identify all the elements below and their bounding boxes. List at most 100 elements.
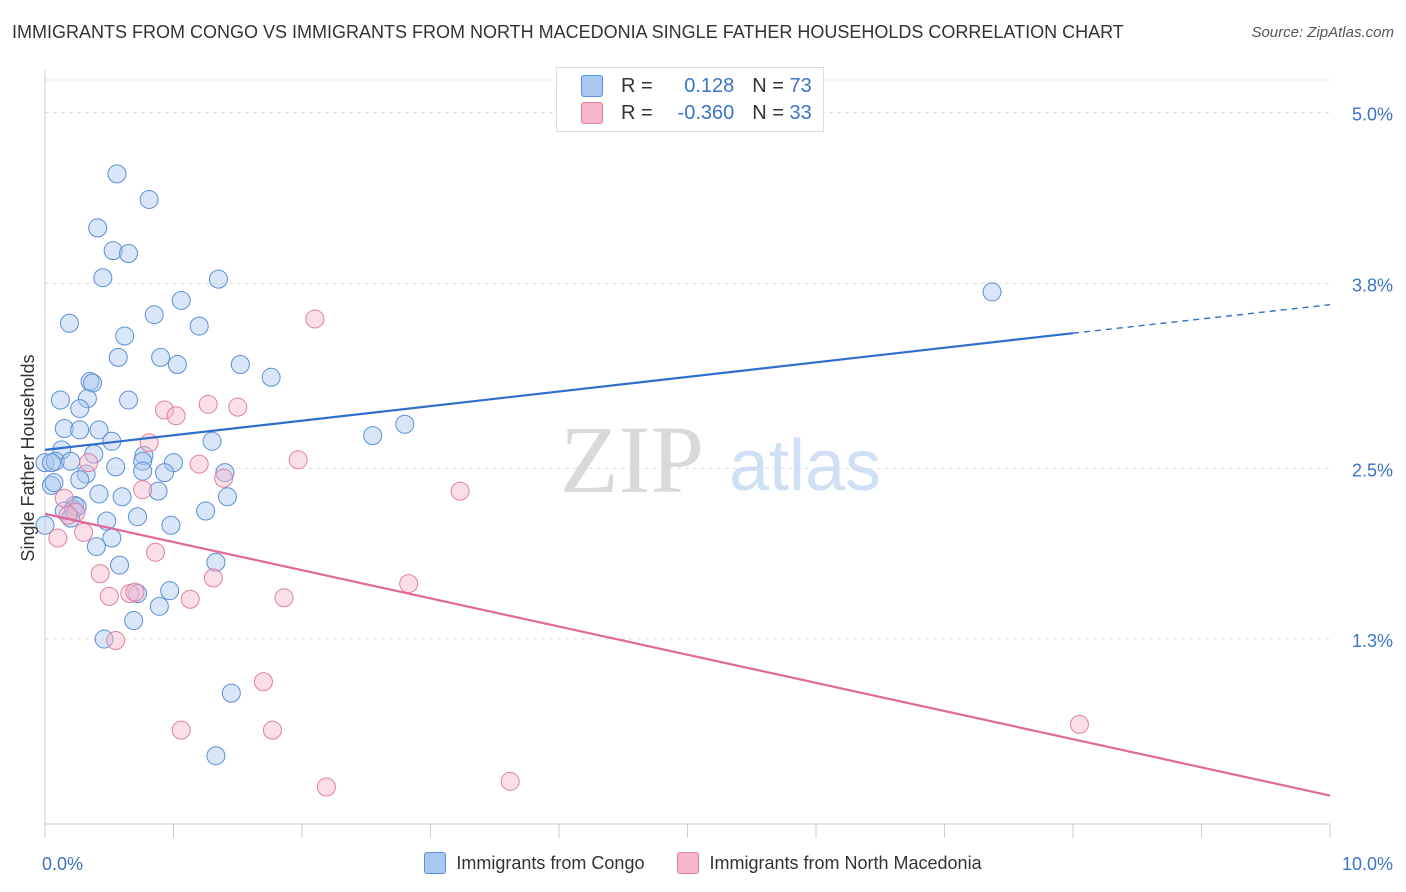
data-point (144, 305, 164, 325)
y-tick-label: 2.5% (1352, 460, 1393, 480)
x-tick-label: 0.0% (42, 854, 83, 874)
data-point (160, 581, 180, 601)
data-point (148, 481, 168, 501)
data-point (90, 564, 110, 584)
data-point (93, 268, 113, 288)
data-point (108, 347, 128, 367)
data-point (261, 367, 281, 387)
stats-r-value: 0.128 (684, 74, 735, 97)
data-point (155, 463, 175, 483)
data-point (35, 515, 55, 535)
y-tick-label: 3.8% (1352, 275, 1393, 295)
stats-r-label: R = (621, 74, 659, 97)
data-point (214, 468, 234, 488)
legend-swatch-congo (424, 852, 447, 874)
data-point (202, 431, 222, 451)
data-point (155, 400, 175, 420)
data-point (139, 189, 159, 209)
stats-n-label: N = (752, 74, 790, 97)
data-point (59, 313, 79, 333)
data-point (54, 419, 74, 439)
legend-item-congo[interactable]: Immigrants from Congo (424, 852, 644, 874)
data-point (166, 406, 186, 426)
data-point (1069, 714, 1089, 734)
data-point (274, 588, 294, 608)
data-point (70, 399, 90, 419)
data-point (35, 453, 55, 473)
data-point (230, 354, 250, 374)
source-label: Source: ZipAtlas.com (1251, 24, 1394, 41)
trend-line-macedonia (44, 512, 1331, 797)
data-point (74, 522, 94, 542)
stats-n-label: N = (752, 101, 790, 124)
stats-row-macedonia: R = -0.360 N = 33 (557, 100, 812, 126)
data-point (221, 683, 241, 703)
data-point (41, 453, 61, 473)
data-point (89, 420, 109, 440)
data-point (128, 507, 148, 527)
data-point (124, 611, 144, 631)
data-point (500, 771, 520, 791)
stats-swatch-congo (581, 75, 603, 97)
legend-label-macedonia: Immigrants from North Macedonia (709, 852, 982, 873)
data-point (215, 463, 235, 483)
legend: Immigrants from Congo Immigrants from No… (0, 852, 1406, 879)
chart-title: IMMIGRANTS FROM CONGO VS IMMIGRANTS FROM… (12, 22, 1124, 42)
data-point (149, 596, 169, 616)
data-point (99, 586, 119, 606)
trend-line-congo (44, 332, 1074, 451)
data-point (203, 568, 223, 588)
watermark-atlas: atlas (729, 426, 881, 506)
data-point (198, 394, 218, 414)
series-macedonia-points (48, 309, 1089, 797)
data-point (50, 390, 70, 410)
data-point (58, 505, 78, 525)
data-point (106, 457, 126, 477)
trend-lines (44, 304, 1331, 797)
data-point (305, 309, 325, 329)
data-point (125, 582, 145, 602)
data-point (133, 480, 153, 500)
data-point (133, 461, 153, 481)
data-point (208, 269, 228, 289)
data-point (171, 720, 191, 740)
y-axis-title: Single Father Households (18, 354, 38, 561)
data-point (70, 470, 90, 490)
stats-n-value: 73 (789, 74, 812, 97)
y-tick-label: 1.3% (1352, 631, 1393, 651)
data-point (103, 241, 123, 261)
data-point (206, 746, 226, 766)
data-point (70, 420, 90, 440)
data-point (363, 426, 383, 446)
stats-n-value: 33 (789, 101, 812, 124)
series-congo-points (35, 164, 1002, 766)
data-point (146, 542, 166, 562)
data-point (112, 487, 132, 507)
data-point (217, 487, 237, 507)
data-point (41, 475, 61, 495)
data-point (399, 574, 419, 594)
data-point (196, 501, 216, 521)
legend-swatch-macedonia (677, 852, 700, 874)
data-point (189, 316, 209, 336)
data-point (180, 589, 200, 609)
data-point (189, 454, 209, 474)
data-point (107, 164, 127, 184)
stats-box: R = 0.128 N = 73 R = -0.360 N = 33 (556, 67, 824, 132)
legend-item-macedonia[interactable]: Immigrants from North Macedonia (677, 852, 982, 874)
data-point (119, 390, 139, 410)
data-point (44, 473, 64, 493)
data-point (395, 414, 415, 434)
data-point (288, 450, 308, 470)
x-tick-label: 10.0% (1342, 854, 1393, 874)
stats-r-value: -0.360 (677, 101, 735, 124)
data-point (119, 244, 139, 264)
legend-label-congo: Immigrants from Congo (456, 852, 645, 873)
data-point (134, 446, 154, 466)
data-point (115, 326, 135, 346)
data-point (151, 347, 171, 367)
data-point (77, 389, 97, 409)
data-point (48, 528, 68, 548)
stats-r-label: R = (621, 101, 659, 124)
